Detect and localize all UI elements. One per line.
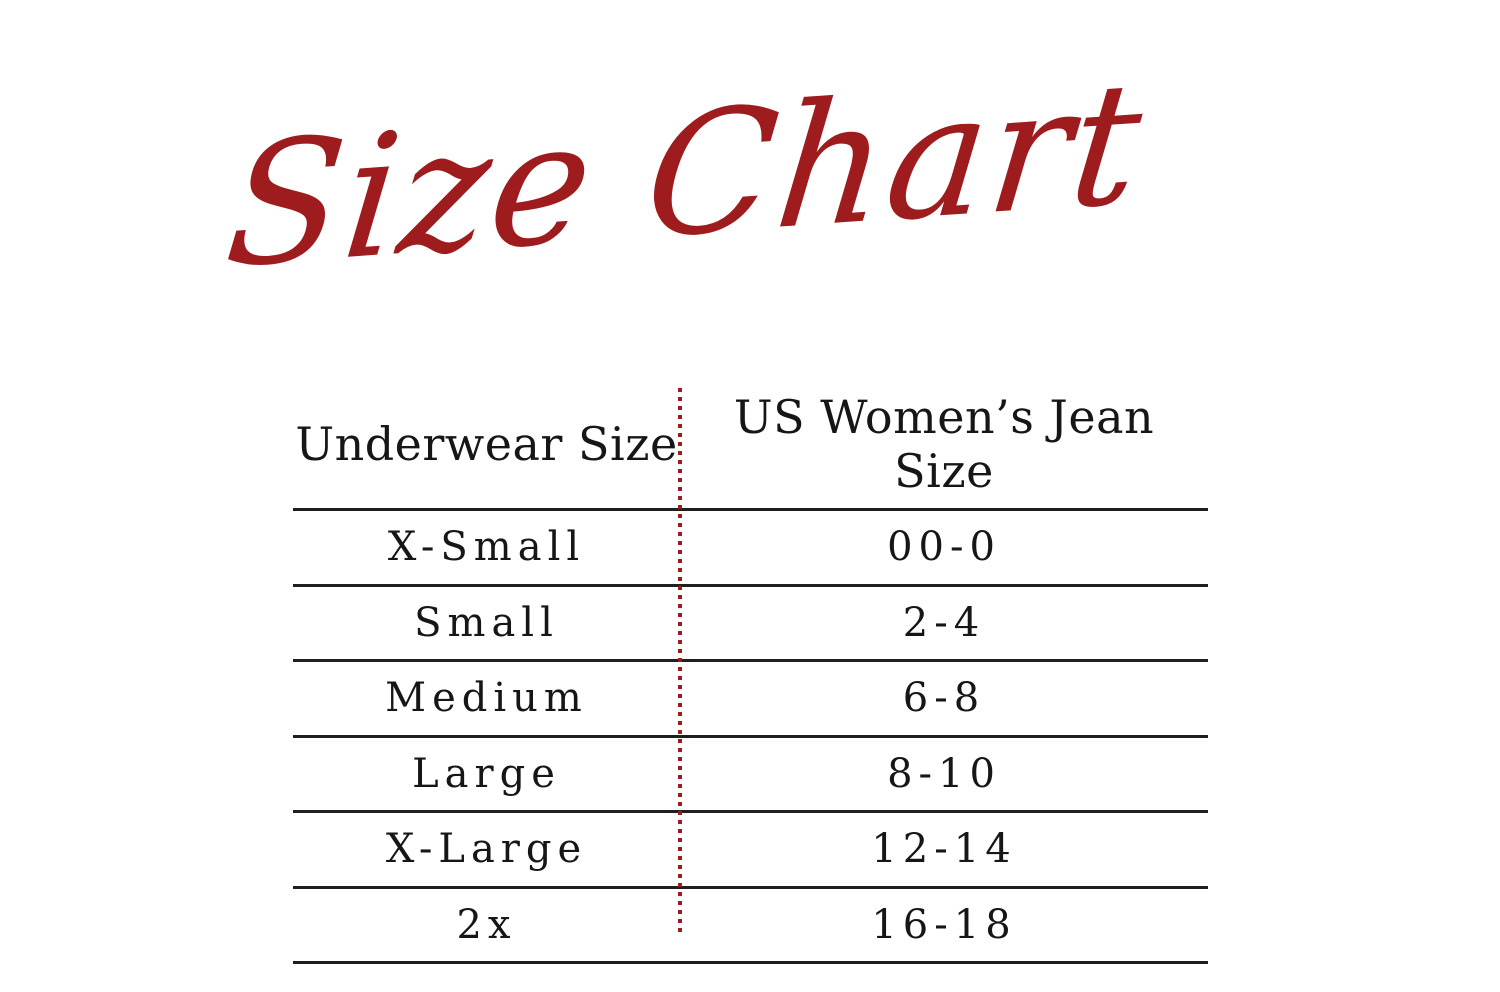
jean-size-cell: 6-8 [680, 660, 1208, 738]
jean-size-cell: 16-18 [680, 887, 1208, 964]
underwear-size-cell: Medium [293, 660, 680, 738]
underwear-size-cell: X-Large [293, 811, 680, 889]
size-table: Underwear Size US Women’s Jean Size X-Sm… [293, 390, 1208, 964]
underwear-size-cell: 2x [293, 887, 680, 964]
jean-size-column-header: US Women’s Jean Size [680, 390, 1208, 511]
table-row: X-Small 00-0 [293, 509, 1208, 587]
red-dotted-column-divider [678, 388, 682, 937]
size-table-header: Underwear Size US Women’s Jean Size [293, 390, 1208, 511]
size-table-body: X-Small 00-0 Small 2-4 Medium 6-8 Large … [293, 509, 1208, 964]
table-row: Large 8-10 [293, 736, 1208, 813]
underwear-size-cell: Large [293, 736, 680, 813]
header-row: Underwear Size US Women’s Jean Size [293, 390, 1208, 511]
underwear-size-column-header: Underwear Size [293, 390, 680, 511]
table-row: Medium 6-8 [293, 660, 1208, 738]
underwear-size-cell: Small [293, 585, 680, 662]
table-row: 2x 16-18 [293, 887, 1208, 964]
underwear-size-cell: X-Small [293, 509, 680, 587]
page-title: Size Chart [218, 44, 1152, 306]
table-row: X-Large 12-14 [293, 811, 1208, 889]
jean-size-cell: 12-14 [680, 811, 1208, 889]
table-row: Small 2-4 [293, 585, 1208, 662]
jean-size-cell: 00-0 [680, 509, 1208, 587]
jean-size-cell: 2-4 [680, 585, 1208, 662]
jean-size-cell: 8-10 [680, 736, 1208, 813]
